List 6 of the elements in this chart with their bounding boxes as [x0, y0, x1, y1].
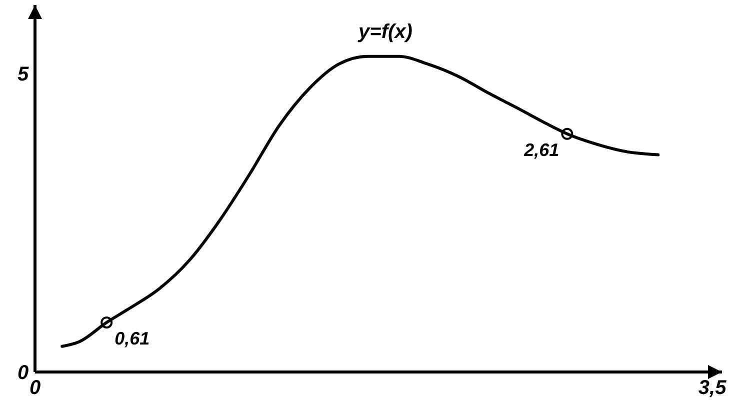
text: y=f(x) — [358, 21, 413, 43]
line-series — [60, 54, 660, 348]
y-tick-label: 5 — [17, 64, 30, 86]
annotation: 0,61 — [114, 328, 150, 348]
x-tick-label: 3,5 — [698, 377, 728, 399]
annotation: 2,61 — [523, 140, 560, 160]
